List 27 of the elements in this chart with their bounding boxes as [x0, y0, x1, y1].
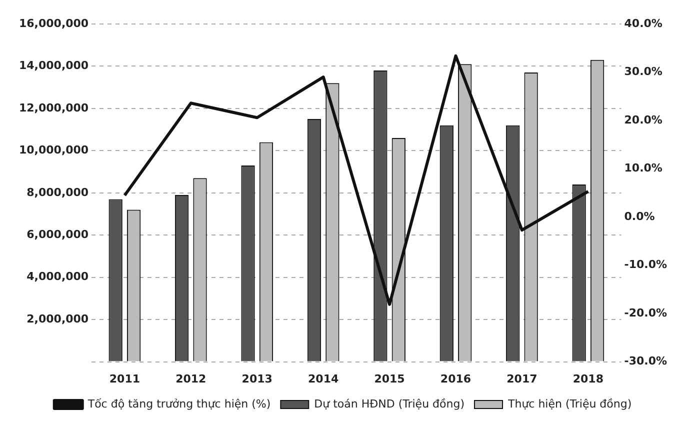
y-tick-label: 6,000,000: [26, 228, 89, 241]
y-tick-label: 10,000,000: [18, 144, 89, 157]
y-tick-label: 4,000,000: [26, 270, 89, 284]
y2-tick-label: 10.0%: [624, 162, 662, 175]
y2-tick-label: 30.0%: [624, 65, 662, 78]
x-tick-label: 2018: [572, 372, 604, 386]
y-tick-label: 14,000,000: [18, 59, 89, 72]
y-tick-label: 16,000,000: [18, 16, 89, 30]
y2-tick-label: -30.0%: [624, 354, 668, 368]
x-tick-label: 2011: [109, 372, 140, 386]
y2-tick-label: -10.0%: [624, 258, 668, 272]
y2-tick-label: 40.0%: [624, 16, 662, 30]
y2-tick-label: -20.0%: [624, 306, 668, 320]
y-tick-label: 2,000,000: [26, 312, 89, 326]
x-tick-label: 2016: [440, 372, 472, 386]
y-tick-label: 8,000,000: [26, 186, 89, 199]
x-tick-label: 2012: [176, 372, 206, 386]
legend-label: Thực hiện (Triệu đồng): [507, 397, 632, 410]
x-tick-label: 2015: [374, 372, 405, 386]
x-tick-label: 2014: [308, 372, 339, 386]
y2-tick-label: 0.0%: [624, 210, 655, 223]
legend-label: Dự toán HĐND (Triệu đồng): [314, 397, 465, 410]
x-tick-label: 2017: [506, 372, 538, 386]
x-tick-label: 2013: [242, 372, 272, 386]
y2-tick-label: 20.0%: [624, 113, 662, 126]
legend-label: Tốc độ tăng trưởng thực hiện (%): [86, 397, 271, 410]
y-tick-label: 12,000,000: [18, 101, 89, 114]
